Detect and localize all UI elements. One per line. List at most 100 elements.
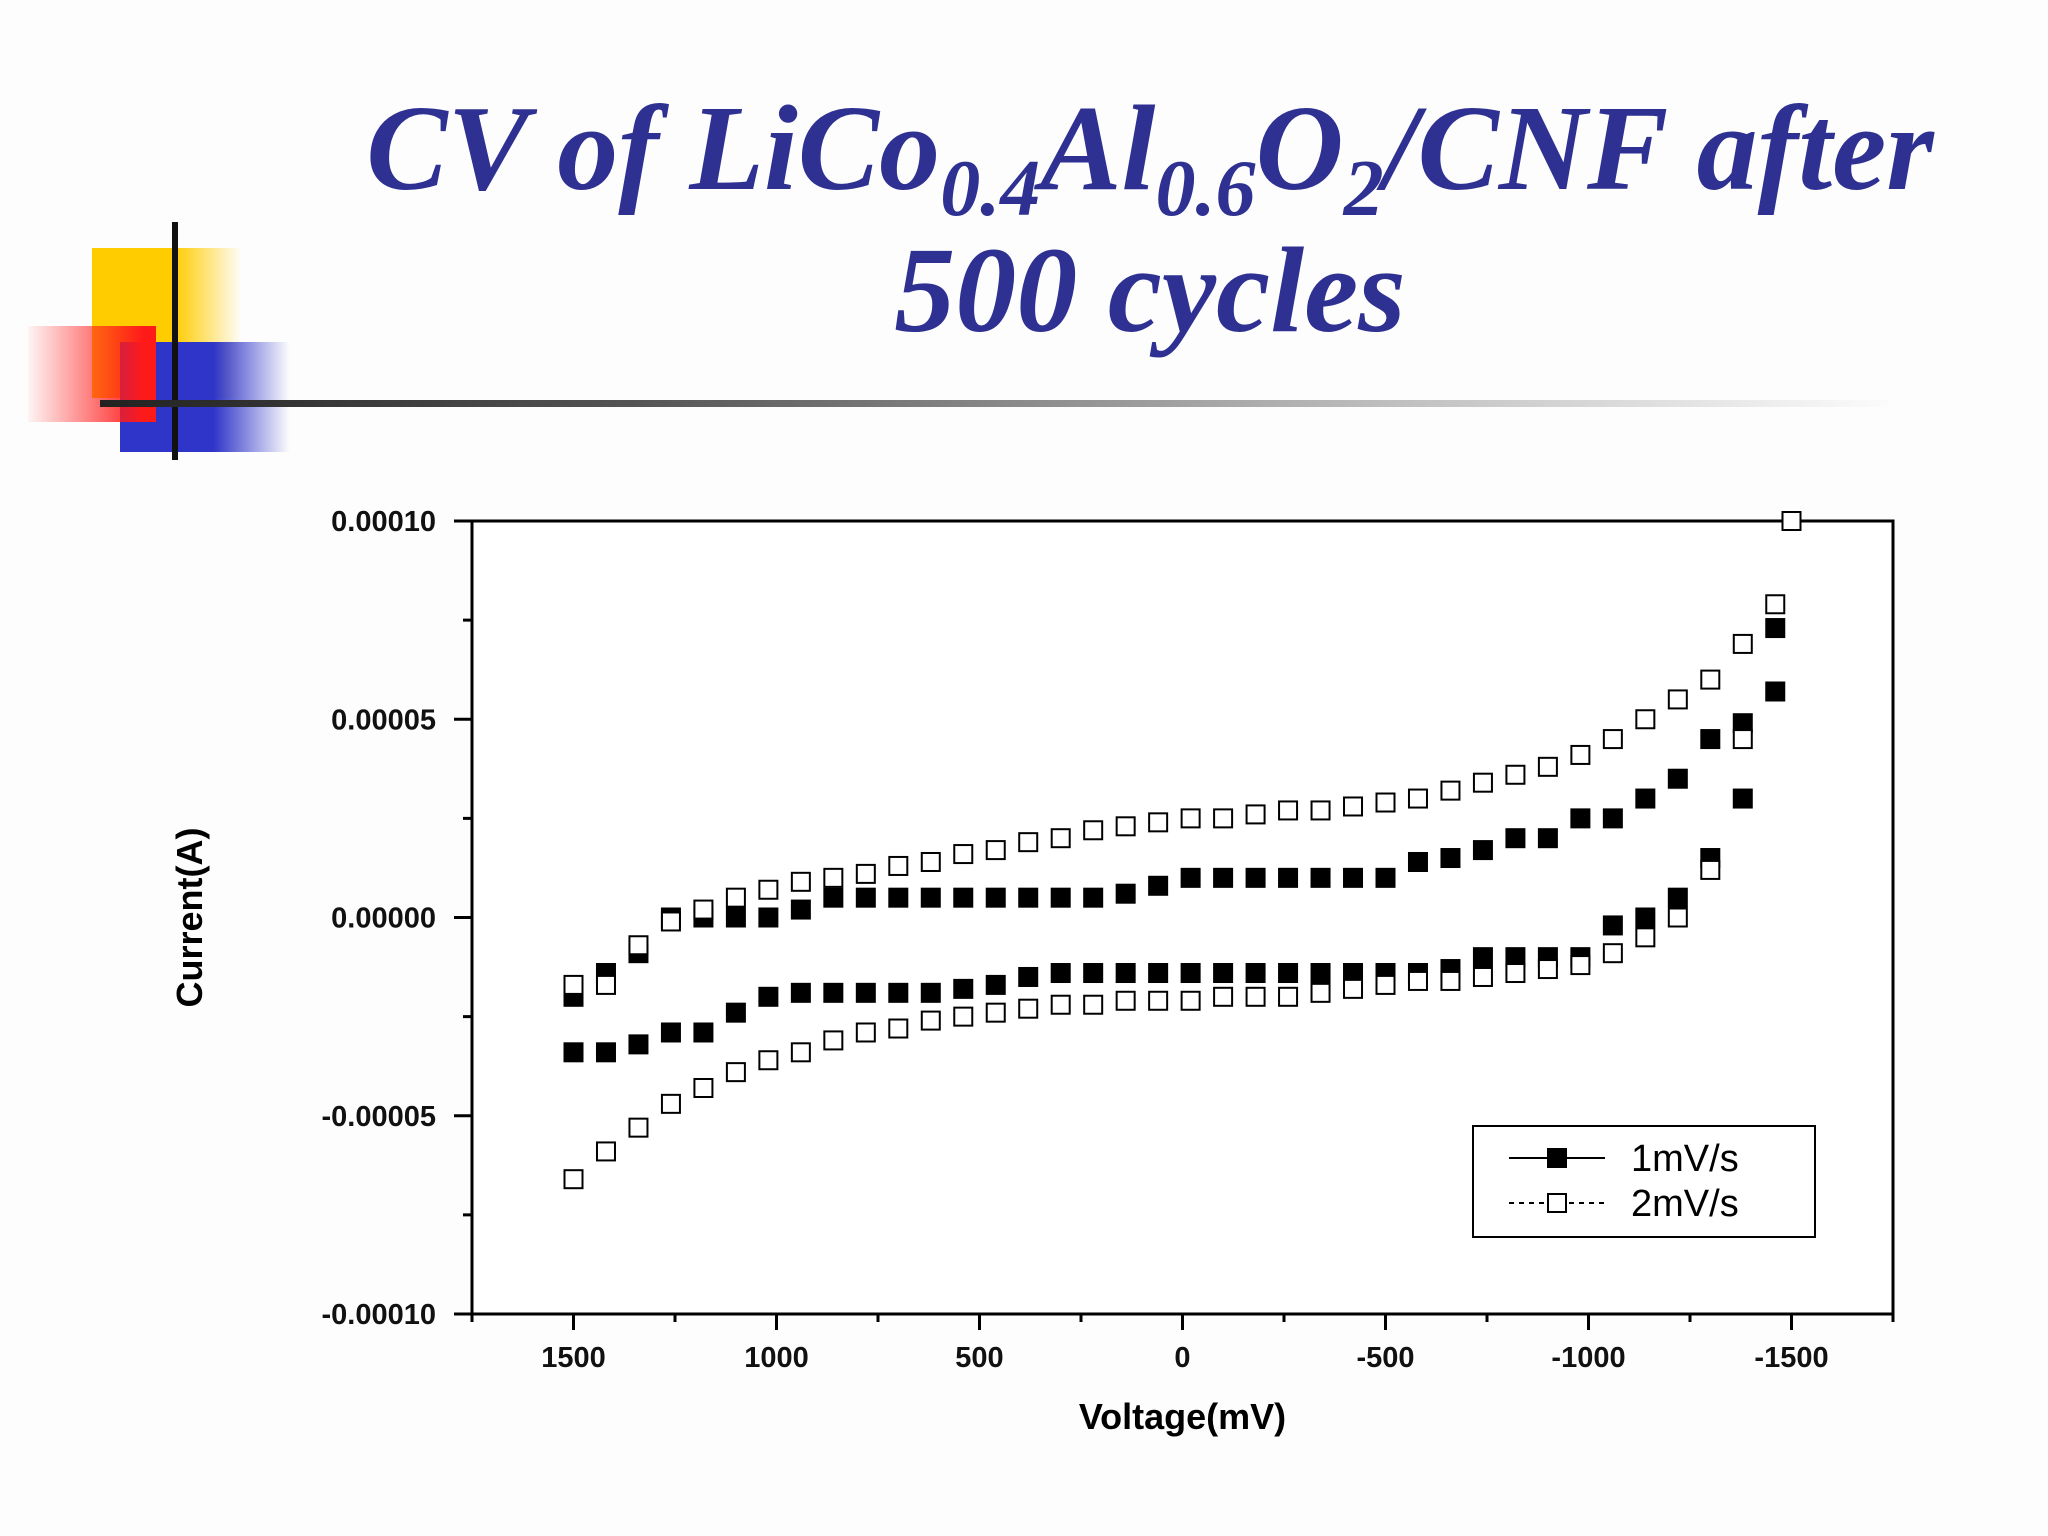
data-point — [1343, 796, 1364, 817]
data-point — [1505, 828, 1526, 849]
data-point — [1375, 867, 1396, 888]
data-point — [1375, 974, 1396, 995]
data-point — [660, 1093, 681, 1114]
data-point — [1278, 963, 1299, 984]
data-point — [1213, 986, 1234, 1007]
legend-marker — [1547, 1193, 1567, 1213]
data-point — [1667, 689, 1688, 710]
data-point — [1732, 788, 1753, 809]
data-point — [1700, 669, 1721, 690]
data-point — [660, 911, 681, 932]
data-point — [1472, 840, 1493, 861]
data-point — [1570, 955, 1591, 976]
data-point — [725, 887, 746, 908]
data-point — [790, 982, 811, 1003]
data-point — [1245, 986, 1266, 1007]
y-tick-label: 0.00000 — [331, 903, 436, 935]
data-point — [1765, 681, 1786, 702]
data-point — [1635, 709, 1656, 730]
legend-marker — [1547, 1148, 1567, 1168]
data-point — [823, 867, 844, 888]
y-tick-label: 0.00010 — [331, 506, 436, 538]
data-point — [1505, 764, 1526, 785]
x-tick-label: 1000 — [744, 1342, 809, 1374]
data-points — [563, 511, 1802, 1190]
data-point — [1781, 511, 1802, 531]
data-point — [1602, 943, 1623, 964]
data-point — [1635, 788, 1656, 809]
data-point — [920, 1010, 941, 1031]
data-point — [595, 1042, 616, 1063]
data-point — [1213, 808, 1234, 829]
data-point — [1343, 867, 1364, 888]
data-point — [758, 879, 779, 900]
data-point — [953, 978, 974, 999]
data-point — [1407, 851, 1428, 872]
data-point — [855, 887, 876, 908]
data-point — [1278, 986, 1299, 1007]
data-point — [1018, 966, 1039, 987]
data-point — [1440, 970, 1461, 991]
data-point — [888, 855, 909, 876]
data-point — [563, 1042, 584, 1063]
data-point — [563, 1169, 584, 1190]
data-point — [1148, 875, 1169, 896]
data-point — [1667, 887, 1688, 908]
data-point — [725, 1062, 746, 1083]
data-point — [563, 974, 584, 995]
data-point — [1148, 990, 1169, 1011]
data-point — [1083, 994, 1104, 1015]
vertical-rule — [172, 222, 178, 460]
data-point — [1440, 848, 1461, 869]
corner-decoration — [0, 0, 300, 470]
data-point — [725, 907, 746, 928]
series-open — [563, 511, 1802, 1190]
data-point — [1050, 963, 1071, 984]
series-filled — [563, 618, 1786, 1063]
data-point — [1180, 990, 1201, 1011]
y-tick-label: -0.00005 — [322, 1101, 437, 1133]
data-point — [1278, 867, 1299, 888]
data-point — [1180, 963, 1201, 984]
data-point — [1537, 828, 1558, 849]
data-point — [1570, 808, 1591, 829]
title-line-2: 500 cycles — [894, 223, 1406, 358]
data-point — [888, 982, 909, 1003]
data-point — [1732, 633, 1753, 654]
data-point — [725, 1002, 746, 1023]
data-point — [1018, 832, 1039, 853]
data-point — [985, 1002, 1006, 1023]
data-point — [1115, 963, 1136, 984]
data-point — [1602, 729, 1623, 750]
data-point — [1375, 792, 1396, 813]
data-point — [1278, 800, 1299, 821]
data-point — [1245, 963, 1266, 984]
data-point — [1180, 867, 1201, 888]
data-point — [1472, 966, 1493, 987]
data-point — [790, 1042, 811, 1063]
data-point — [790, 899, 811, 920]
data-point — [985, 840, 1006, 861]
data-point — [758, 1050, 779, 1071]
data-point — [693, 899, 714, 920]
legend-label: 2mV/s — [1631, 1183, 1739, 1225]
data-point — [823, 887, 844, 908]
x-tick-label: 1500 — [541, 1342, 606, 1374]
data-point — [1050, 994, 1071, 1015]
data-point — [1115, 883, 1136, 904]
x-tick-label: -1000 — [1551, 1342, 1625, 1374]
data-point — [628, 1117, 649, 1138]
data-point — [920, 851, 941, 872]
data-point — [1343, 978, 1364, 999]
data-point — [1537, 959, 1558, 980]
data-point — [595, 974, 616, 995]
data-point — [693, 1077, 714, 1098]
data-point — [1537, 756, 1558, 777]
data-point — [1310, 963, 1331, 984]
data-point — [1505, 963, 1526, 984]
data-point — [1213, 963, 1234, 984]
x-axis-title: Voltage(mV) — [1079, 1396, 1286, 1437]
data-point — [888, 887, 909, 908]
